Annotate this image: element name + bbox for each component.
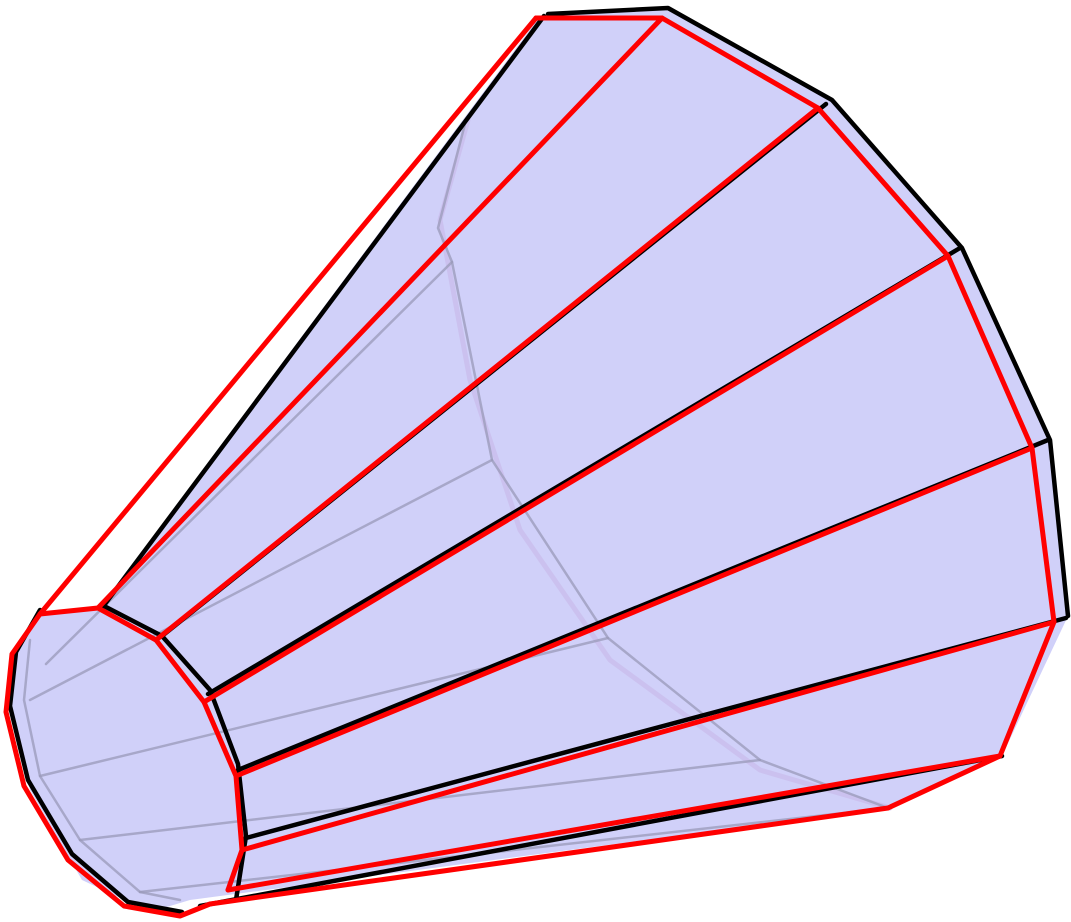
black-small-rim: [101, 603, 249, 903]
red-wireframe: [3, 15, 1057, 919]
black-large-rim: [545, 5, 1071, 619]
red-large-rim: [533, 15, 1057, 811]
red-edge-2: [153, 105, 821, 643]
red-edge-4: [233, 445, 1035, 779]
red-edge-3: [201, 253, 951, 705]
red-edge-6: [225, 753, 1003, 893]
hidden-spoke-1: [44, 260, 454, 666]
red-edge-7: [207, 805, 891, 907]
hidden-spoke-5: [138, 806, 890, 894]
red-edge-left: [37, 15, 539, 617]
hidden-small-rim: [22, 638, 182, 902]
black-edge-left: [99, 13, 547, 611]
frustum-silhouette: [10, 8, 1068, 912]
frustum-faces: [10, 8, 1068, 912]
hidden-spoke-2: [28, 458, 494, 702]
red-edge-1: [95, 15, 665, 611]
red-edge-5: [239, 619, 1057, 853]
red-small-rim-left: [3, 611, 213, 919]
